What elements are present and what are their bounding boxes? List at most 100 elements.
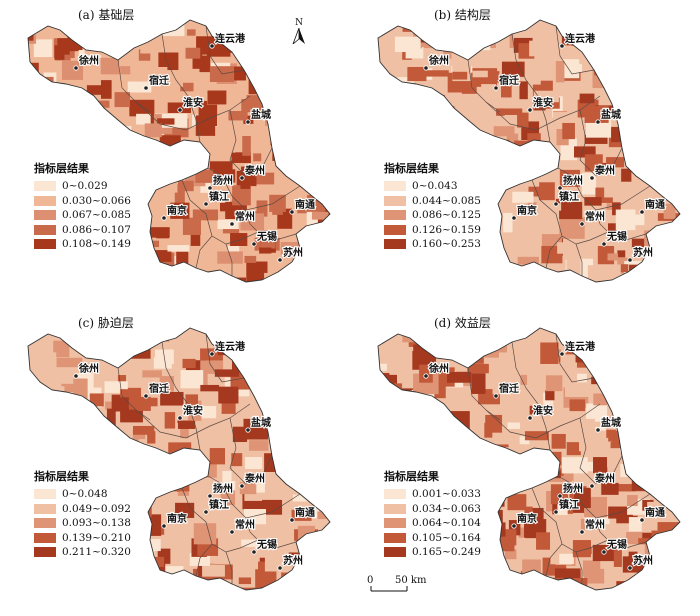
county-patch: [457, 255, 478, 269]
county-patch: [664, 481, 676, 491]
county-patch: [281, 572, 293, 590]
city-boundary: [207, 475, 301, 519]
county-patch: [246, 261, 268, 282]
city-label: 扬州: [213, 482, 233, 495]
county-patch: [437, 96, 446, 108]
city-marker: [527, 415, 533, 421]
scale-zero: 0: [367, 575, 374, 586]
city-marker: [177, 107, 183, 113]
county-patch: [238, 577, 252, 585]
county-patch: [137, 20, 148, 40]
county-patch: [259, 247, 272, 254]
county-patch: [378, 117, 398, 126]
county-patch: [626, 332, 638, 351]
county-patch: [22, 591, 38, 600]
county-patch: [531, 219, 554, 227]
county-patch: [616, 581, 637, 590]
county-patch: [404, 413, 431, 429]
legend-title: 指标层结果: [384, 162, 439, 175]
county-patch: [566, 256, 581, 274]
city-marker: [229, 529, 235, 535]
county-patch: [316, 441, 327, 460]
county-patch: [267, 48, 278, 61]
county-patch: [35, 421, 55, 436]
county-patch: [488, 161, 515, 171]
county-patch: [148, 286, 158, 307]
county-patch: [447, 372, 472, 383]
county-patch: [536, 532, 551, 550]
county-patch: [501, 76, 512, 98]
legend-title: 指标层结果: [34, 470, 89, 483]
city-marker: [209, 43, 215, 49]
county-patch: [640, 124, 662, 140]
county-patch: [655, 227, 668, 246]
county-patch: [401, 398, 415, 413]
county-patch: [270, 418, 284, 440]
county-patch: [199, 450, 209, 464]
county-patch: [481, 464, 505, 486]
county-patch: [153, 154, 166, 171]
legend-swatch: [34, 489, 56, 500]
county-patch: [385, 428, 408, 438]
county-patch: [628, 517, 642, 532]
county-patch: [292, 494, 312, 502]
county-patch: [426, 334, 450, 357]
county-patch: [180, 428, 189, 439]
county-patch: [117, 262, 141, 274]
county-patch: [144, 123, 162, 138]
legend-label: 0.044~0.085: [412, 194, 481, 207]
county-patch: [615, 209, 636, 231]
county-patch: [472, 250, 486, 267]
city-marker: [553, 201, 559, 207]
city-boundary: [555, 25, 595, 75]
county-patch: [328, 119, 330, 139]
county-patch: [485, 414, 503, 435]
province-outline: [27, 19, 331, 283]
county-patch: [501, 61, 525, 77]
county-patch: [322, 156, 330, 165]
map-panel-a: 连云港 徐州 宿迁 淮安 盐城 扬州 泰州 南京 镇江 常州 南通 无锡 苏州 (a) 基础层 指标层结果 0…: [0, 0, 350, 308]
county-patch: [253, 153, 262, 162]
county-patch: [276, 48, 302, 68]
county-patch: [382, 562, 404, 576]
county-patch: [102, 593, 122, 608]
county-patch: [672, 72, 680, 81]
city-marker: [595, 427, 601, 433]
county-patch: [249, 380, 266, 397]
county-patch: [328, 522, 330, 531]
county-patch: [66, 408, 92, 416]
city-boundary: [557, 475, 651, 519]
county-patch: [622, 79, 649, 91]
city-boundary: [579, 109, 623, 177]
county-patch: [328, 64, 330, 82]
legend-item: 0.067~0.085: [34, 208, 131, 223]
county-patch: [100, 57, 120, 75]
county-patch: [303, 470, 324, 490]
county-patch: [679, 516, 680, 530]
county-patch: [133, 425, 155, 435]
county-patch: [325, 443, 330, 458]
county-patch: [265, 35, 274, 51]
county-patch: [665, 162, 680, 182]
county-patch: [542, 273, 554, 282]
county-patch: [392, 116, 403, 129]
county-patch: [586, 441, 612, 451]
county-patch: [142, 478, 155, 500]
county-patch: [299, 442, 310, 455]
county-patch: [574, 146, 596, 158]
county-patch: [655, 464, 680, 474]
county-patch: [202, 564, 225, 577]
city-boundary: [485, 403, 601, 439]
county-patch: [658, 411, 680, 429]
county-patch: [320, 540, 330, 563]
city-marker: [245, 119, 251, 125]
county-patch: [585, 118, 612, 138]
county-patch: [114, 92, 131, 108]
city-label: 淮安: [183, 404, 203, 417]
county-patch: [496, 108, 505, 116]
county-patch: [645, 273, 662, 282]
county-patch: [312, 542, 325, 553]
county-patch: [527, 133, 541, 154]
county-patch: [61, 383, 79, 393]
city-label: 徐州: [78, 54, 99, 67]
